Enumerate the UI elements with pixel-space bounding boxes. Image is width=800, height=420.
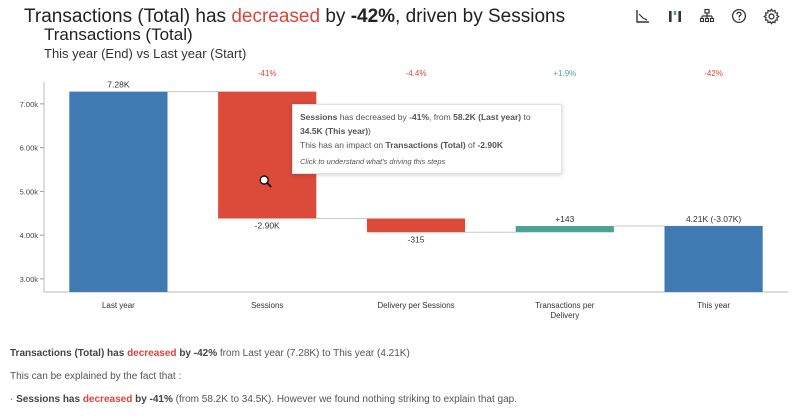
pct-change-label: +1.9% (553, 69, 576, 78)
chart-title: Transactions (Total) (44, 25, 193, 44)
chart-subtitle: This year (End) vs Last year (Start) (44, 46, 247, 61)
y-tick-label: 6.00k (20, 144, 39, 153)
headline-direction: decreased (231, 6, 321, 27)
headline: Transactions (Total) has decreased by -4… (24, 6, 565, 28)
data-label: 4.21K (-3.07K) (686, 214, 741, 224)
waterfall-bar (515, 226, 614, 233)
headline-suffix: , driven by Sessions (395, 6, 566, 27)
x-category-label: This year (697, 301, 730, 310)
x-category-label: Last year (102, 301, 135, 310)
help-icon[interactable] (728, 6, 750, 26)
zoom-cursor-icon (259, 175, 269, 185)
data-label: -2.90K (255, 221, 280, 231)
tooltip-hint[interactable]: Click to understand what's driving this … (300, 157, 446, 166)
explanation-panel: Transactions (Total) has decreased by -4… (10, 348, 517, 417)
chart-type-icon[interactable] (632, 6, 654, 26)
step-tooltip: Sessions has decreased by -41%, from 58.… (292, 104, 562, 174)
waterfall-bar (664, 225, 763, 292)
tooltip-line-2: This has an impact on Transactions (Tota… (300, 140, 503, 150)
pct-change-label: -4.4% (406, 69, 427, 78)
y-tick-label: 7.00k (20, 100, 39, 109)
pct-change-label: -41% (258, 69, 277, 78)
data-label: 7.28K (107, 80, 130, 90)
data-label: -315 (407, 234, 424, 244)
y-tick-label: 5.00k (20, 187, 39, 196)
toolbar (632, 6, 782, 26)
explanation-bullet: · Sessions has decreased by -41% (from 5… (10, 394, 517, 405)
pct-change-label: -42% (704, 69, 723, 78)
settings-icon[interactable] (760, 6, 782, 26)
waterfall-bar (366, 218, 466, 233)
data-label: +143 (555, 214, 574, 224)
x-category-label: Delivery (550, 311, 579, 320)
x-category-label: Sessions (251, 301, 283, 310)
headline-prefix: Transactions (Total) has (24, 6, 232, 27)
explanation-summary: Transactions (Total) has decreased by -4… (10, 348, 410, 359)
explanation-intro: This can be explained by the fact that : (10, 371, 182, 382)
waterfall-chart: 3.00k 4.00k 5.00k 6.00k 7.00k 7.28K Last year -… (20, 69, 788, 320)
headline-middle: by (320, 6, 351, 27)
y-tick-label: 3.00k (20, 275, 39, 284)
waterfall-icon[interactable] (664, 6, 686, 26)
zoom-cursor-handle (266, 182, 272, 188)
headline-change: -42% (350, 6, 396, 27)
x-category-label: Delivery per Sessions (377, 301, 454, 310)
waterfall-bar (69, 91, 168, 292)
hierarchy-icon[interactable] (696, 6, 718, 26)
tooltip-line-1: Sessions has decreased by -41%, from 58.… (300, 112, 531, 136)
x-category-label: Transactions per (535, 301, 595, 310)
y-tick-label: 4.00k (20, 231, 39, 240)
